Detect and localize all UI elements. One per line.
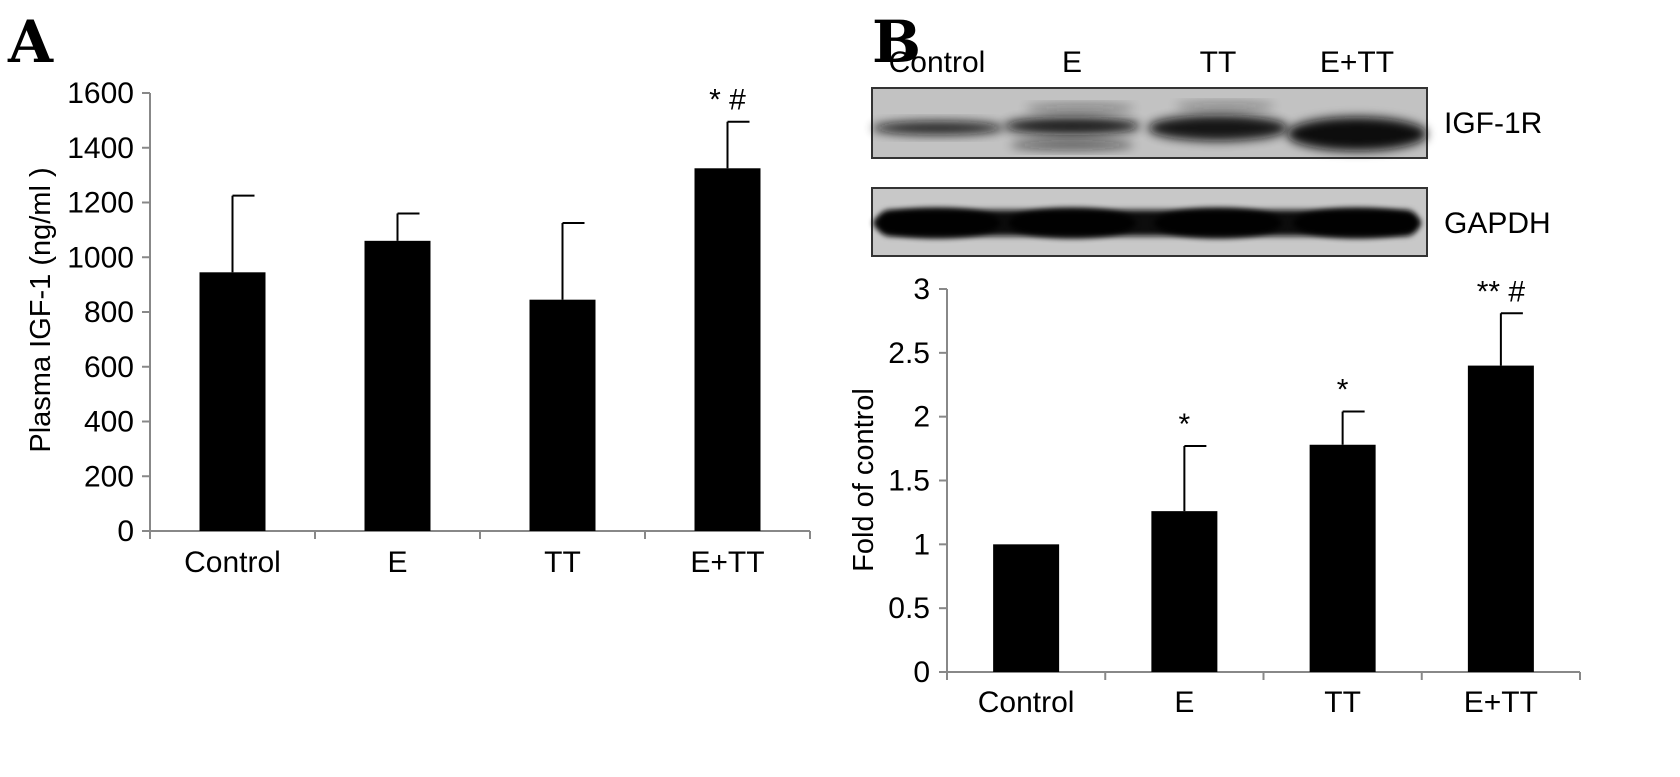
- b-significance-mark: *: [1179, 408, 1191, 441]
- b-y-tick-label: 3: [913, 273, 930, 306]
- a-bar-e-tt: [694, 168, 761, 531]
- a-significance-mark: * #: [709, 84, 746, 117]
- blot-lane-label: E: [1062, 46, 1082, 79]
- blot-band: [1010, 140, 1134, 150]
- panel-b-letter: B: [872, 8, 921, 76]
- b-significance-mark: ** #: [1477, 275, 1526, 308]
- blot-band-label-gapdh: GAPDH: [1444, 207, 1551, 240]
- blot-band-label-igf1r: IGF-1R: [1444, 107, 1542, 140]
- a-y-tick-label: 200: [84, 460, 134, 493]
- a-y-axis-title: Plasma IGF-1 (ng/ml ): [25, 167, 57, 452]
- b-y-tick-label: 2.5: [888, 337, 930, 370]
- a-y-tick-label: 1600: [67, 77, 134, 110]
- b-category-label: E: [1174, 686, 1194, 719]
- b-y-tick-label: 1.5: [888, 465, 930, 498]
- chart-b-fold-of-control: 0 0.5 1 1.5 2 2.5 3 Fold of control Control * E * TT…: [848, 273, 1581, 719]
- b-category-label: E+TT: [1464, 686, 1538, 719]
- a-category-label: E+TT: [690, 546, 764, 579]
- blot-band: [1293, 208, 1421, 238]
- a-y-tick-label: 1400: [67, 132, 134, 165]
- b-y-tick-label: 1: [913, 528, 930, 561]
- chart-a-plasma-igf1: 0 200 400 600 800 1000 1200 1400 1600 Plasma IGF-…: [25, 77, 811, 579]
- a-y-tick-label: 0: [117, 515, 134, 548]
- a-category-label: E: [387, 546, 407, 579]
- blot-band: [1008, 208, 1136, 238]
- blot-band: [1025, 104, 1135, 112]
- a-y-tick-label: 1200: [67, 187, 134, 220]
- a-y-tick-label: 600: [84, 351, 134, 384]
- blot-band: [1287, 117, 1427, 151]
- blot-band: [872, 121, 1004, 135]
- b-y-tick-label: 0: [913, 656, 930, 689]
- a-bar-tt: [529, 299, 596, 531]
- b-bar-e-tt: [1467, 365, 1534, 672]
- western-blot: Control E TT E+TT IGF-1R GAPDH: [871, 46, 1551, 257]
- a-y-tick-label: 400: [84, 406, 134, 439]
- b-category-label: Control: [978, 686, 1075, 719]
- blot-band: [1175, 102, 1275, 110]
- a-bar-control: [199, 272, 266, 531]
- b-bar-tt: [1309, 444, 1376, 672]
- blot-lane-label: TT: [1200, 46, 1237, 79]
- a-y-tick-label: 1000: [67, 241, 134, 274]
- b-bar-e: [1151, 511, 1218, 672]
- blot-band: [878, 210, 1418, 236]
- blot-band: [1154, 208, 1282, 238]
- a-category-label: Control: [184, 546, 281, 579]
- b-significance-mark: *: [1337, 374, 1349, 407]
- b-y-tick-label: 2: [913, 401, 930, 434]
- blot-band: [1148, 115, 1288, 141]
- a-category-label: TT: [544, 546, 581, 579]
- b-y-tick-label: 0.5: [888, 592, 930, 625]
- blot-lane-label: Control: [889, 46, 986, 79]
- b-y-axis-title: Fold of control: [848, 388, 880, 572]
- b-category-label: TT: [1324, 686, 1361, 719]
- a-bar-e: [364, 240, 431, 531]
- blot-band: [1004, 117, 1140, 135]
- b-bar-control: [993, 544, 1060, 672]
- blot-lane-label: E+TT: [1320, 46, 1394, 79]
- panel-a-letter: A: [7, 8, 54, 76]
- a-y-tick-label: 800: [84, 296, 134, 329]
- blot-band: [873, 208, 1001, 238]
